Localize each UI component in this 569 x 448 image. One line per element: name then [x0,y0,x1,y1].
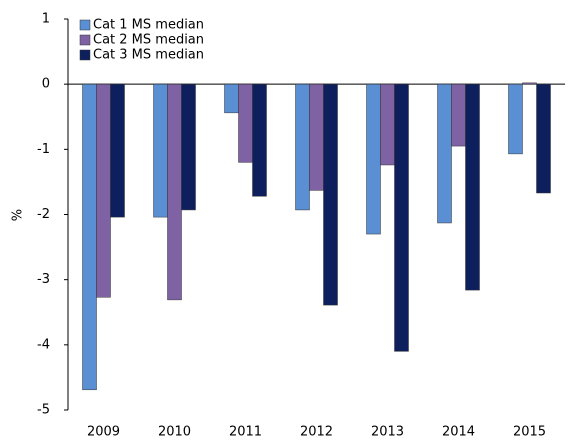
y-tick-label: -5 [37,403,50,418]
bar [82,83,97,391]
legend-swatch [79,34,91,46]
bar [96,83,111,298]
bar [394,83,409,352]
y-tick-label: -3 [37,272,50,287]
x-tick-label: 2010 [158,425,191,440]
x-tick-label: 2009 [87,425,120,440]
x-tick-label: 2014 [442,425,475,440]
bar [167,83,182,301]
bar [323,83,338,306]
bar [224,83,239,114]
bar [238,83,253,163]
legend-label: Cat 2 MS median [93,33,204,48]
y-axis-label: % [11,209,26,221]
y-tick-label: 0 [42,77,50,92]
bar [522,82,537,85]
bar [380,83,395,166]
x-tick-label: 2013 [371,425,404,440]
bar [508,83,523,155]
legend-label: Cat 1 MS median [93,18,204,33]
legend-label: Cat 3 MS median [93,48,204,63]
bar [295,83,310,211]
y-tick-label: 1 [42,12,50,27]
legend-swatch [79,49,91,61]
x-tick-label: 2012 [300,425,333,440]
bar [437,83,452,224]
bar [110,83,125,218]
y-tick-label: -2 [37,207,50,222]
x-tick-label: 2011 [229,425,262,440]
bar [536,83,551,194]
bar [366,83,381,235]
y-tick-label: -1 [37,142,50,157]
bar [252,83,267,197]
bar [465,83,480,291]
bar [451,83,466,147]
bar [153,83,168,218]
bar [309,83,324,191]
bar [181,83,196,211]
y-tick-label: -4 [37,337,50,352]
legend-swatch [79,19,91,31]
x-tick-label: 2015 [513,425,546,440]
